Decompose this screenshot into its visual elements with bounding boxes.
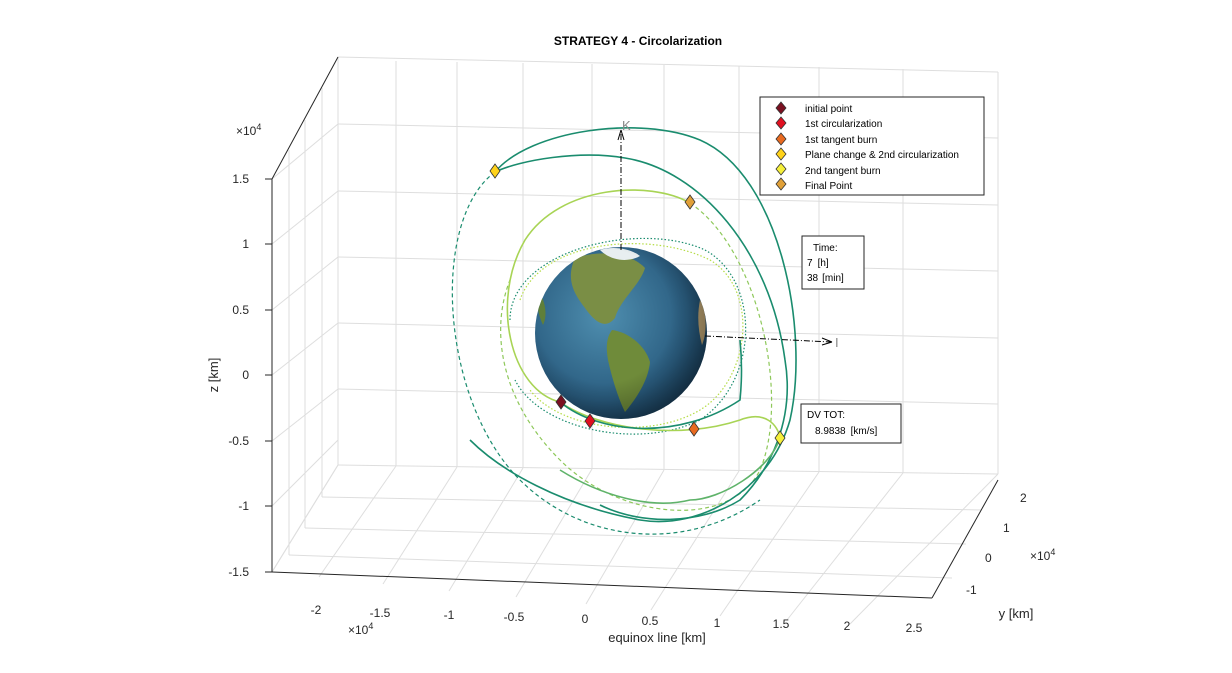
marker-final-point (684, 194, 696, 210)
legend-label: 1st tangent burn (805, 135, 877, 146)
series-intermediate-orbit-dashed (500, 202, 773, 511)
legend-label: 2nd tangent burn (805, 166, 881, 177)
series-large-inner-solid (494, 154, 789, 521)
legend-label: initial point (805, 104, 852, 115)
x-exponent: ×104 (348, 621, 373, 637)
legend-symbol (775, 177, 787, 191)
z-axis-label: z [km] (206, 358, 221, 393)
reference-axes: K I (617, 118, 839, 350)
x-axis-label: equinox line [km] (608, 630, 706, 645)
z-tick: 1.5 (232, 172, 249, 186)
marker-1st-tangent-burn (688, 421, 700, 437)
legend-label: Final Point (805, 181, 852, 192)
series-large-orbit-solid (469, 127, 797, 523)
legend-symbol (775, 147, 787, 161)
legend-item: 1st tangent burn (775, 132, 877, 146)
legend-label: 1st circularization (805, 119, 882, 130)
z-exponent: ×104 (236, 122, 261, 138)
y-tick: 0 (985, 551, 992, 565)
marker-2nd-tangent-burn (774, 430, 786, 446)
z-tick: 1 (242, 237, 249, 251)
z-tick: -0.5 (228, 434, 249, 448)
y-axis-label: y [km] (999, 606, 1034, 621)
series-low-orbit-dotted (509, 237, 747, 435)
x-tick: -2 (311, 603, 322, 617)
series-green-arc-solid (559, 437, 781, 504)
marker-1st-circularization (584, 413, 596, 429)
y-axis-ticks: 2 1 0 -1 (966, 491, 1027, 597)
y-tick: 2 (1020, 491, 1027, 505)
marker-plane-change (489, 163, 501, 179)
z-tick: -1.5 (228, 565, 249, 579)
earth-globe (535, 247, 707, 419)
legend: initial point 1st circularization 1st ta… (759, 96, 985, 196)
chart-title: STRATEGY 4 - Circolarization (554, 34, 722, 48)
legend-symbol (775, 132, 787, 146)
series-intermediate-orbit-solid (506, 189, 781, 439)
markers (489, 163, 786, 446)
marker-initial-point (555, 394, 567, 410)
x-axis-ticks: -2 -1.5 -1 -0.5 0 0.5 1 1.5 2 2.5 (311, 603, 923, 635)
y-exponent: ×104 (1030, 547, 1055, 563)
time-minutes: 38 [min] (807, 273, 844, 284)
orbits-back (451, 171, 773, 535)
legend-item: initial point (775, 101, 852, 115)
x-tick: 1 (714, 616, 721, 630)
z-tick: 0 (242, 368, 249, 382)
time-annotation: Time: 7 [h] 38 [min] (801, 235, 865, 290)
x-tick: 2 (844, 619, 851, 633)
z-tick: -1 (238, 499, 249, 513)
i-axis-marker: I (835, 335, 839, 350)
dv-value: 8.9838 [km/s] (815, 426, 877, 437)
legend-symbol (775, 101, 787, 115)
z-axis-ticks: 1.5 1 0.5 0 -0.5 -1 -1.5 (228, 172, 272, 579)
legend-item: Plane change & 2nd circularization (775, 147, 959, 161)
x-tick: -0.5 (504, 610, 525, 624)
time-hours: 7 [h] (807, 258, 829, 269)
legend-symbol (775, 116, 787, 130)
legend-item: 1st circularization (775, 116, 882, 130)
y-tick: -1 (966, 583, 977, 597)
time-title: Time: (813, 243, 838, 254)
x-tick: 1.5 (773, 617, 790, 631)
x-tick: 0.5 (642, 614, 659, 628)
x-tick: -1 (444, 608, 455, 622)
legend-item: 2nd tangent burn (775, 162, 881, 177)
legend-label: Plane change & 2nd circularization (805, 150, 959, 161)
x-tick: 2.5 (906, 621, 923, 635)
z-tick: 0.5 (232, 303, 249, 317)
orbits-front (469, 127, 797, 523)
dv-annotation: DV TOT: 8.9838 [km/s] (800, 403, 902, 444)
dv-title: DV TOT: (807, 410, 845, 421)
legend-item: Final Point (775, 177, 852, 192)
y-tick: 1 (1003, 521, 1010, 535)
x-tick: 0 (582, 612, 589, 626)
k-axis-marker: K (622, 118, 631, 133)
x-tick: -1.5 (370, 606, 391, 620)
legend-symbol (775, 162, 787, 176)
